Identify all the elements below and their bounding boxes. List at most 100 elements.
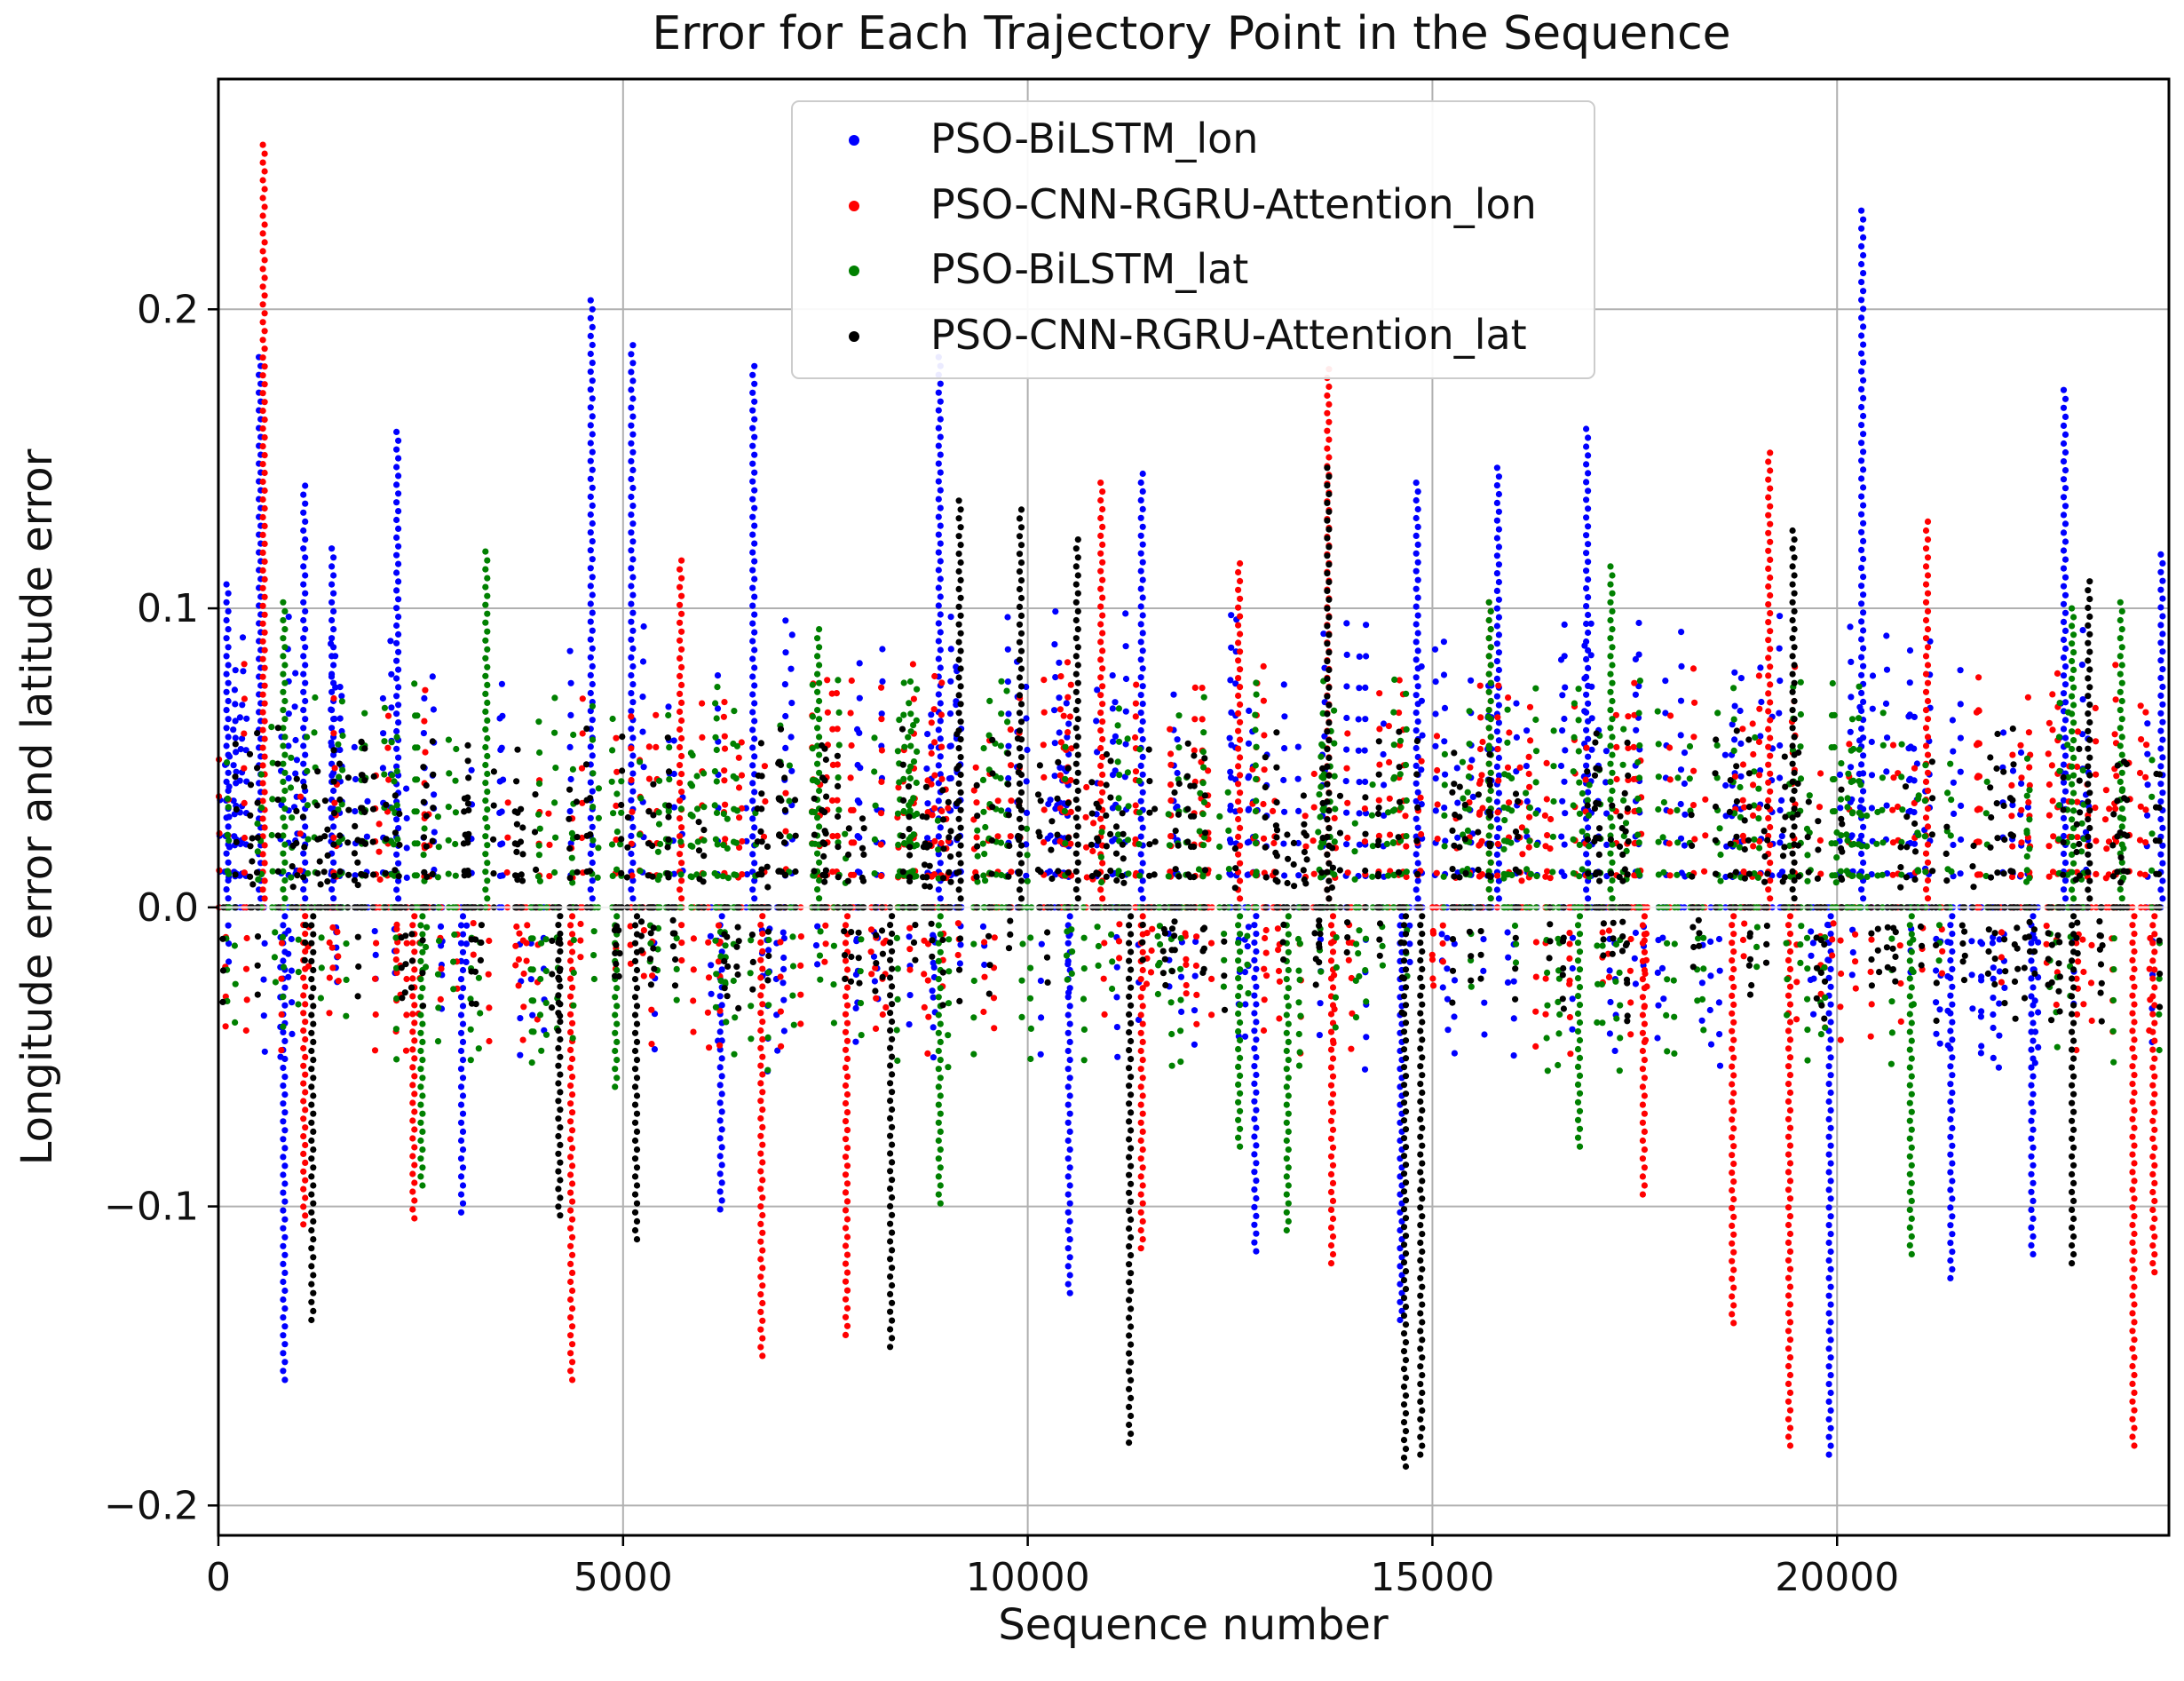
data-point bbox=[430, 706, 437, 713]
data-point bbox=[225, 733, 232, 741]
data-point bbox=[757, 1273, 764, 1281]
data-point bbox=[1419, 732, 1426, 739]
data-point bbox=[1559, 692, 1566, 699]
data-point bbox=[1786, 1265, 1794, 1273]
data-point bbox=[2129, 940, 2136, 947]
data-point bbox=[1666, 872, 1674, 879]
data-point bbox=[1924, 805, 1932, 813]
data-point bbox=[1947, 992, 1954, 999]
data-point bbox=[937, 753, 944, 760]
data-point bbox=[1860, 555, 1867, 563]
data-point bbox=[1343, 765, 1350, 772]
data-point bbox=[1097, 886, 1104, 893]
data-point bbox=[2129, 1115, 2136, 1122]
data-point bbox=[1414, 895, 1421, 902]
data-point bbox=[2078, 662, 2085, 669]
data-point bbox=[1329, 1215, 1337, 1223]
data-point bbox=[1825, 1063, 1832, 1070]
data-point bbox=[1525, 844, 1532, 851]
data-point bbox=[828, 690, 835, 697]
data-point bbox=[1137, 1011, 1144, 1019]
data-point bbox=[1363, 1034, 1370, 1041]
data-point bbox=[403, 1011, 410, 1019]
data-point bbox=[1860, 519, 1867, 527]
data-point bbox=[1137, 710, 1144, 717]
data-point bbox=[395, 508, 402, 515]
data-point bbox=[569, 1019, 576, 1027]
data-point bbox=[1998, 979, 2005, 986]
data-point bbox=[2142, 709, 2149, 716]
data-point bbox=[1139, 1038, 1146, 1045]
data-point bbox=[1115, 705, 1122, 712]
data-point bbox=[2060, 494, 2068, 501]
data-point bbox=[749, 371, 756, 378]
data-point bbox=[233, 768, 240, 775]
data-point bbox=[2131, 1177, 2138, 1185]
data-point bbox=[1860, 484, 1867, 491]
data-point bbox=[1167, 750, 1175, 757]
data-point bbox=[677, 871, 684, 878]
data-point bbox=[1260, 662, 1267, 670]
data-point bbox=[1583, 655, 1590, 663]
data-point bbox=[704, 1009, 712, 1016]
data-point bbox=[1430, 982, 1437, 989]
data-point bbox=[938, 679, 946, 686]
data-point bbox=[259, 248, 266, 255]
data-point bbox=[757, 1168, 764, 1175]
data-point bbox=[1817, 770, 1824, 777]
data-point bbox=[1566, 955, 1573, 962]
data-point bbox=[393, 675, 400, 682]
data-point bbox=[780, 996, 787, 1003]
data-point bbox=[261, 504, 268, 512]
data-point bbox=[906, 924, 914, 932]
data-point bbox=[1949, 1090, 1956, 1097]
data-point bbox=[457, 1083, 465, 1090]
data-point bbox=[1765, 565, 1772, 573]
data-point bbox=[393, 763, 400, 770]
data-point bbox=[1451, 977, 1459, 984]
data-point bbox=[393, 657, 400, 664]
data-point bbox=[2131, 1160, 2138, 1167]
data-point bbox=[935, 602, 942, 609]
data-point bbox=[923, 765, 930, 773]
data-point bbox=[1858, 707, 1865, 715]
data-point bbox=[515, 955, 523, 963]
data-point bbox=[1414, 630, 1421, 637]
data-point bbox=[2129, 1186, 2136, 1193]
data-point bbox=[716, 1153, 724, 1160]
data-point bbox=[2018, 839, 2025, 846]
data-point bbox=[2060, 779, 2068, 786]
data-point bbox=[1911, 809, 1918, 816]
data-point bbox=[259, 372, 266, 379]
data-point bbox=[677, 815, 684, 822]
data-point bbox=[2157, 798, 2164, 805]
data-point bbox=[1767, 646, 1774, 653]
data-point bbox=[1261, 732, 1268, 739]
data-point bbox=[782, 649, 789, 656]
data-point bbox=[589, 574, 596, 581]
data-point bbox=[1439, 940, 1446, 948]
data-point bbox=[261, 700, 268, 707]
data-point bbox=[589, 448, 596, 456]
data-point bbox=[2045, 750, 2052, 757]
data-point bbox=[1755, 672, 1762, 679]
data-point bbox=[259, 584, 266, 591]
data-point bbox=[1949, 717, 1956, 724]
data-point bbox=[1825, 1274, 1832, 1281]
data-point bbox=[1786, 1336, 1794, 1344]
data-point bbox=[1251, 1115, 1258, 1122]
data-point bbox=[1193, 933, 1200, 940]
data-point bbox=[1858, 279, 1865, 286]
data-point bbox=[909, 661, 916, 668]
data-point bbox=[1251, 1010, 1258, 1017]
data-point bbox=[1827, 1407, 1834, 1414]
data-point bbox=[297, 830, 304, 837]
data-point bbox=[749, 478, 756, 485]
data-point bbox=[278, 1047, 285, 1054]
data-point bbox=[1808, 952, 1815, 959]
data-point bbox=[393, 639, 400, 646]
data-point bbox=[1397, 1298, 1404, 1305]
data-point bbox=[225, 922, 232, 929]
data-point bbox=[677, 743, 684, 751]
data-point bbox=[1829, 936, 1836, 943]
